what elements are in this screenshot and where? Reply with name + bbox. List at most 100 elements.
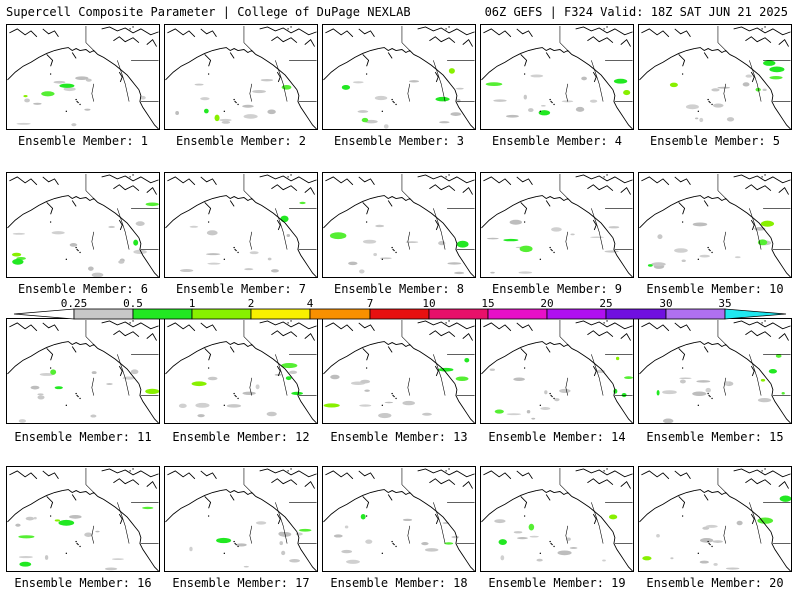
political-border [249, 231, 253, 250]
coastline [296, 531, 317, 571]
scp-low-shading [725, 567, 740, 570]
political-border [117, 354, 130, 396]
ensemble-map [639, 173, 791, 277]
scp-low-shading [341, 549, 353, 554]
scp-low-shading [91, 371, 97, 375]
island [551, 543, 553, 546]
island [233, 246, 235, 249]
island [223, 404, 226, 407]
scp-low-shading [278, 531, 286, 536]
coastline [9, 470, 38, 480]
coastline [703, 346, 709, 353]
coastline [674, 322, 691, 332]
coastline [362, 348, 370, 361]
ensemble-member-panel [164, 318, 318, 424]
scp-low-shading [509, 219, 522, 225]
island [237, 103, 239, 106]
coastline [118, 513, 123, 525]
scp-low-shading [536, 558, 543, 562]
coastline [325, 470, 354, 480]
scp-low-shading [267, 109, 276, 115]
scp-low-shading [205, 253, 221, 256]
coastline [413, 202, 456, 239]
island [391, 392, 393, 395]
island [49, 515, 52, 517]
scp-shading [191, 381, 207, 387]
coastline [146, 481, 157, 489]
coastline [101, 174, 159, 184]
scp-shading [133, 239, 139, 246]
coastline [612, 89, 633, 129]
scp-low-shading [663, 418, 674, 423]
scp-low-shading [255, 521, 267, 525]
island [448, 320, 450, 322]
island [77, 543, 79, 546]
coastline [271, 36, 298, 43]
scp-low-shading [242, 104, 254, 108]
island [761, 176, 763, 178]
coastline [113, 478, 140, 485]
coastline [323, 48, 379, 81]
island [207, 515, 210, 517]
coastline [259, 174, 317, 184]
coastline [434, 365, 439, 377]
scp-low-shading [200, 97, 210, 101]
coastline [259, 320, 317, 330]
political-border [401, 25, 414, 55]
island [237, 397, 239, 400]
coastline [703, 52, 709, 59]
scp-low-shading [378, 412, 392, 419]
scp-low-shading [736, 520, 743, 526]
coastline [587, 36, 614, 43]
scp-low-shading [424, 548, 439, 552]
coastline [387, 494, 393, 501]
political-border [117, 208, 130, 250]
scp-low-shading [289, 559, 301, 563]
scp-low-shading [489, 368, 495, 371]
island [550, 394, 552, 397]
island [550, 100, 552, 103]
scp-low-shading [189, 546, 193, 552]
scp-shading [50, 369, 57, 375]
coastline [165, 48, 221, 81]
scp-low-shading [513, 377, 526, 382]
political-border [717, 319, 730, 349]
scp-shading [528, 523, 535, 531]
island [711, 103, 713, 106]
ensemble-member-label: Ensemble Member: 1 [17, 134, 149, 148]
ensemble-member-panel [480, 466, 634, 572]
coastline [362, 202, 370, 215]
political-border [717, 467, 730, 497]
coastline [46, 496, 54, 509]
island [603, 470, 605, 472]
coastline [62, 341, 99, 349]
coastline [42, 28, 59, 38]
coastline [71, 200, 77, 207]
island [391, 98, 393, 101]
island [235, 101, 237, 104]
scp-low-shading [15, 523, 21, 527]
island [365, 515, 368, 517]
political-border [723, 231, 727, 250]
island [287, 28, 289, 30]
coastline [220, 47, 257, 55]
coastline [62, 489, 99, 497]
coastline [571, 348, 614, 385]
scp-shading [329, 232, 347, 240]
political-border [559, 467, 572, 497]
ensemble-member-panel [480, 24, 634, 130]
ensemble-member-label: Ensemble Member: 4 [491, 134, 623, 148]
political-border [407, 231, 411, 250]
scp-low-shading [544, 390, 548, 395]
scp-low-shading [69, 514, 82, 519]
island [391, 540, 393, 543]
island [392, 394, 394, 397]
coastline [434, 71, 439, 83]
ensemble-member-label: Ensemble Member: 13 [330, 430, 468, 444]
colorbar-tick-label: 15 [481, 297, 495, 310]
scp-low-shading [529, 535, 539, 538]
scp-low-shading [405, 241, 419, 244]
island [393, 249, 395, 252]
ensemble-map [7, 173, 159, 277]
run-valid-time: 06Z GEFS | F324 Valid: 18Z SAT JUN 21 20… [484, 5, 788, 19]
